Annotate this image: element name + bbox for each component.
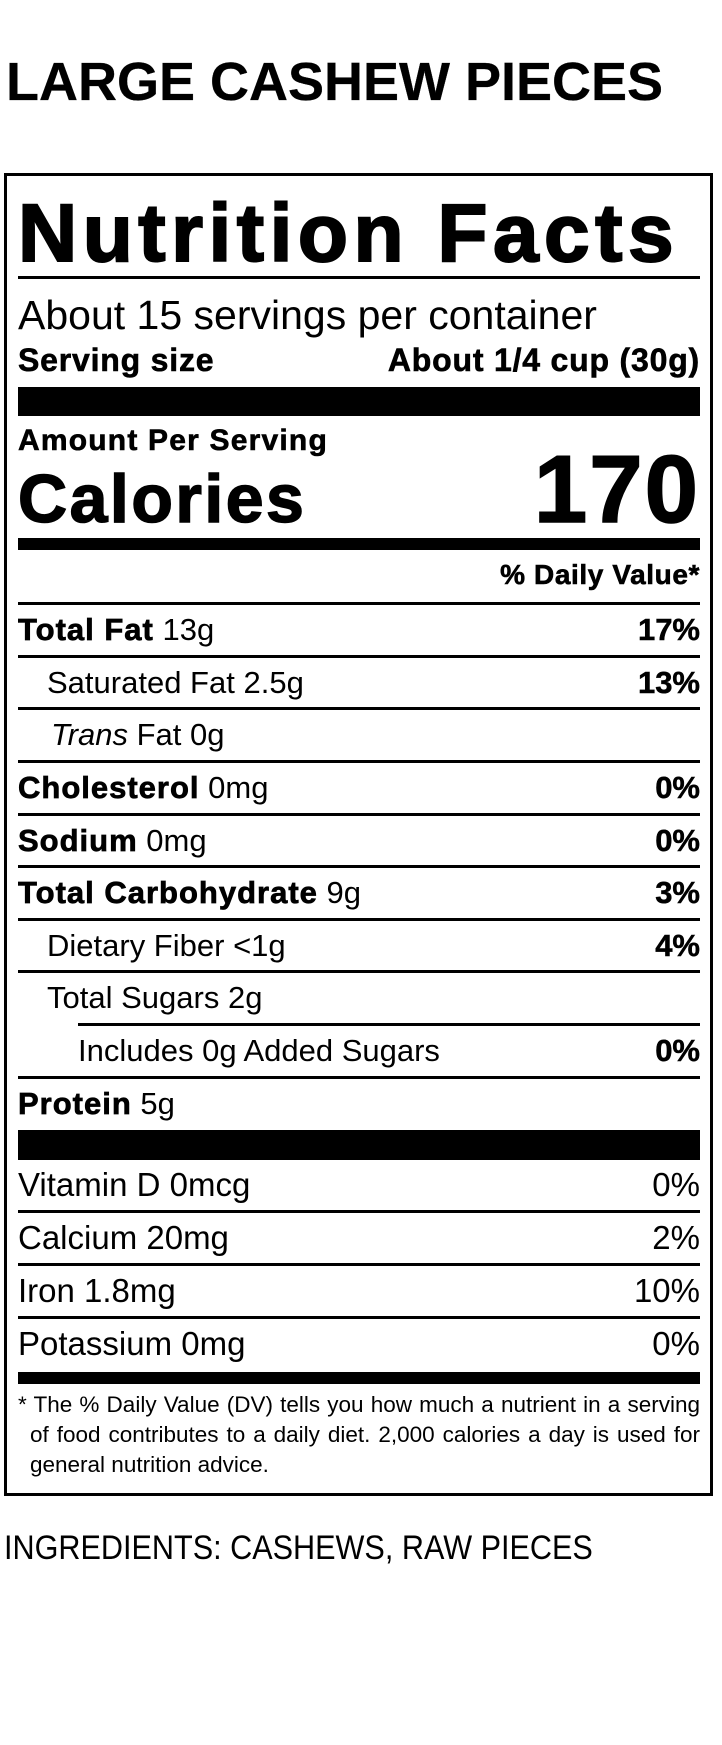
ingredients: INGREDIENTS: CASHEWS, RAW PIECES (4, 1529, 593, 1567)
nutrient-amount: <1g (233, 928, 286, 963)
nutrient-amount: 9g (326, 875, 362, 910)
thick-divider (18, 387, 700, 416)
nutrient-amount: 2.5g (243, 665, 304, 700)
serving-size-value: About 1/4 cup (30g) (387, 342, 700, 378)
daily-value-footnote: * The % Daily Value (DV) tells you how m… (18, 1392, 700, 1477)
nutrient-name: Total Carbohydrate (18, 875, 318, 911)
servings-per-container: About 15 servings per container (18, 292, 597, 338)
nutrient-row-saturated-fat: Saturated Fat 2.5g 13% (18, 658, 700, 708)
divider (18, 1316, 700, 1319)
daily-value-header: % Daily Value* (500, 559, 700, 590)
calories-value: 170 (533, 436, 700, 543)
nutrient-row-sodium: Sodium 0mg 0% (18, 816, 701, 866)
divider (18, 655, 700, 658)
vitamin-name: Iron 1.8mg (18, 1272, 176, 1309)
vitamin-row-vitamin-d: Vitamin D 0mcg 0% (18, 1160, 700, 1210)
nutrient-name: Trans (51, 717, 128, 752)
divider (78, 1023, 700, 1026)
divider (18, 760, 700, 763)
nutrient-dv: 0% (655, 770, 700, 806)
nutrient-dv: 0% (655, 1033, 700, 1069)
nutrient-amount: 0mg (146, 823, 207, 858)
vitamin-name: Vitamin D 0mcg (18, 1166, 251, 1203)
nutrient-name: Saturated Fat (47, 665, 235, 700)
nutrient-row-total-fat: Total Fat 13g 17% (18, 605, 701, 655)
nutrient-row-added-sugars: Includes 0g Added Sugars 0% (18, 1026, 700, 1076)
thick-divider (18, 1372, 700, 1384)
nutrient-amount: 13g (162, 612, 215, 647)
calories-label: Calories (17, 461, 307, 537)
nutrient-name: Protein (18, 1086, 132, 1122)
nutrient-amount: 2g (227, 980, 263, 1015)
divider (18, 865, 700, 868)
nutrient-dv: 13% (637, 665, 701, 701)
divider (18, 602, 700, 605)
nutrient-name: Sodium (18, 823, 138, 859)
nutrient-row-cholesterol: Cholesterol 0mg 0% (18, 763, 701, 813)
divider (18, 1076, 700, 1079)
divider (18, 970, 700, 973)
nutrient-dv: 3% (655, 875, 700, 911)
vitamin-name: Potassium 0mg (18, 1325, 246, 1362)
divider (18, 813, 700, 816)
vitamin-dv: 10% (633, 1272, 700, 1309)
nutrient-name: Total Fat (18, 612, 154, 648)
divider (18, 1263, 700, 1266)
nutrient-dv: 4% (655, 928, 700, 964)
nutrition-facts-panel (4, 173, 713, 1496)
nutrition-facts-heading: Nutrition Facts (17, 188, 680, 279)
nutrient-row-trans-fat: Trans Fat 0g (18, 710, 700, 760)
nutrient-dv: 17% (637, 612, 701, 648)
nutrient-name: Cholesterol (18, 770, 200, 806)
nutrient-amount: 5g (140, 1086, 175, 1121)
vitamin-row-potassium: Potassium 0mg 0% (18, 1319, 700, 1369)
vitamin-dv: 0% (652, 1166, 700, 1203)
vitamin-row-iron: Iron 1.8mg 10% (18, 1266, 700, 1316)
nutrient-amount: Fat 0g (136, 717, 225, 752)
nutrient-name: Dietary Fiber (47, 928, 225, 963)
nutrient-row-dietary-fiber: Dietary Fiber <1g 4% (18, 921, 700, 971)
nutrient-dv: 0% (655, 823, 700, 859)
nutrient-row-total-carbohydrate: Total Carbohydrate 9g 3% (18, 868, 701, 918)
nutrient-name: Includes 0g Added Sugars (78, 1033, 440, 1068)
thick-divider (18, 1130, 700, 1160)
vitamin-row-calcium: Calcium 20mg 2% (18, 1213, 700, 1263)
divider (18, 276, 700, 279)
divider (18, 918, 700, 921)
medium-divider (18, 538, 700, 550)
divider (18, 1210, 700, 1213)
amount-per-serving: Amount Per Serving (18, 424, 328, 457)
divider (18, 707, 700, 710)
vitamin-dv: 2% (652, 1219, 700, 1256)
nutrient-name: Total Sugars (47, 980, 220, 1015)
nutrient-amount: 0mg (208, 770, 269, 805)
vitamin-dv: 0% (652, 1325, 700, 1362)
product-title: LARGE CASHEW PIECES (6, 52, 664, 112)
vitamin-name: Calcium 20mg (18, 1219, 229, 1256)
nutrient-row-total-sugars: Total Sugars 2g (18, 973, 700, 1023)
nutrient-row-protein: Protein 5g (18, 1079, 700, 1129)
serving-size-label: Serving size (18, 342, 215, 378)
